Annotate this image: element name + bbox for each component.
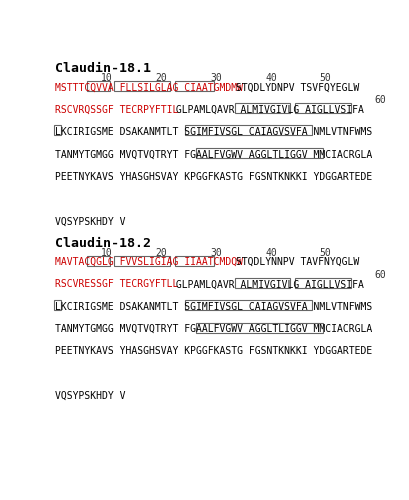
Text: Claudin-18.2: Claudin-18.2 xyxy=(55,237,151,250)
Text: VQSYPSKHDY V: VQSYPSKHDY V xyxy=(55,391,125,401)
Text: PEETNYKAVS YHASGHSVAY KPGGFKASTG FGSNTKNKKI YDGGARTEDE: PEETNYKAVS YHASGHSVAY KPGGFKASTG FGSNTKN… xyxy=(55,346,371,356)
Bar xyxy=(54,300,61,310)
Text: LKCIRIGSME DSAKANMTLT SGIMFIVSGL CAIAGVSVFA NMLVTNFWMS: LKCIRIGSME DSAKANMTLT SGIMFIVSGL CAIAGVS… xyxy=(55,127,371,137)
Text: STQDLYDNPV TSVFQYEGLW: STQDLYDNPV TSVFQYEGLW xyxy=(229,82,358,92)
Bar xyxy=(196,148,322,158)
Bar xyxy=(87,81,110,91)
Text: RSCVRESSGF TECRGYFTLL: RSCVRESSGF TECRGYFTLL xyxy=(55,280,178,289)
Text: 20: 20 xyxy=(155,73,167,83)
Text: PEETNYKAVS YHASGHSVAY KPGGFKASTG FGSNTKNKKI YDGGARTEDE: PEETNYKAVS YHASGHSVAY KPGGFKASTG FGSNTKN… xyxy=(55,172,371,181)
Text: TANMYTGMGG MVQTVQTRYT FGAALFVGWV AGGLTLIGGV MMCIACRGLA: TANMYTGMGG MVQTVQTRYT FGAALFVGWV AGGLTLI… xyxy=(55,150,371,160)
Text: STQDLYNNPV TAVFNYQGLW: STQDLYNNPV TAVFNYQGLW xyxy=(229,257,358,267)
Bar xyxy=(114,256,170,266)
Bar xyxy=(87,256,110,266)
Bar xyxy=(294,103,350,113)
Text: 20: 20 xyxy=(155,248,167,258)
Text: RSCVRQSSGF TECRPYFTIL: RSCVRQSSGF TECRPYFTIL xyxy=(55,104,178,115)
Text: TANMYTGMGG MVQTVQTRYT FGAALFVGWV AGGLTLIGGV MMCIACRGLA: TANMYTGMGG MVQTVQTRYT FGAALFVGWV AGGLTLI… xyxy=(55,324,371,334)
Bar xyxy=(234,278,290,288)
Text: 10: 10 xyxy=(101,248,112,258)
Text: 10: 10 xyxy=(101,73,112,83)
Text: 50: 50 xyxy=(319,248,330,258)
Bar xyxy=(234,103,290,113)
Bar xyxy=(114,81,170,91)
Bar xyxy=(185,300,312,310)
Bar xyxy=(294,278,350,288)
Text: LKCIRIGSME DSAKANMTLT SGIMFIVSGL CAIAGVSVFA NMLVTNFWMS: LKCIRIGSME DSAKANMTLT SGIMFIVSGL CAIAGVS… xyxy=(55,302,371,312)
Text: 60: 60 xyxy=(373,96,385,106)
Bar xyxy=(54,126,61,136)
Text: 30: 30 xyxy=(210,73,222,83)
Text: VQSYPSKHDY V: VQSYPSKHDY V xyxy=(55,216,125,226)
Text: GLPAMLQAVR ALMIVGIVLG AIGLLVSIFA: GLPAMLQAVR ALMIVGIVLG AIGLLVSIFA xyxy=(169,280,363,289)
Bar xyxy=(174,81,213,91)
Text: 40: 40 xyxy=(265,248,276,258)
Text: MSTTTCQVVA FLLSILGLAG CIAATGMDMW: MSTTTCQVVA FLLSILGLAG CIAATGMDMW xyxy=(55,82,243,92)
Bar xyxy=(185,126,312,136)
Text: 60: 60 xyxy=(373,270,385,280)
Text: 50: 50 xyxy=(319,73,330,83)
Text: GLPAMLQAVR ALMIVGIVLG AIGLLVSIFA: GLPAMLQAVR ALMIVGIVLG AIGLLVSIFA xyxy=(169,104,363,115)
Text: 30: 30 xyxy=(210,248,222,258)
Text: MAVTACQGLG FVVSLIGIAG IIAATCMDQW: MAVTACQGLG FVVSLIGIAG IIAATCMDQW xyxy=(55,257,243,267)
Bar xyxy=(174,256,213,266)
Text: 40: 40 xyxy=(265,73,276,83)
Bar xyxy=(196,322,322,332)
Text: Claudin-18.1: Claudin-18.1 xyxy=(55,62,151,76)
